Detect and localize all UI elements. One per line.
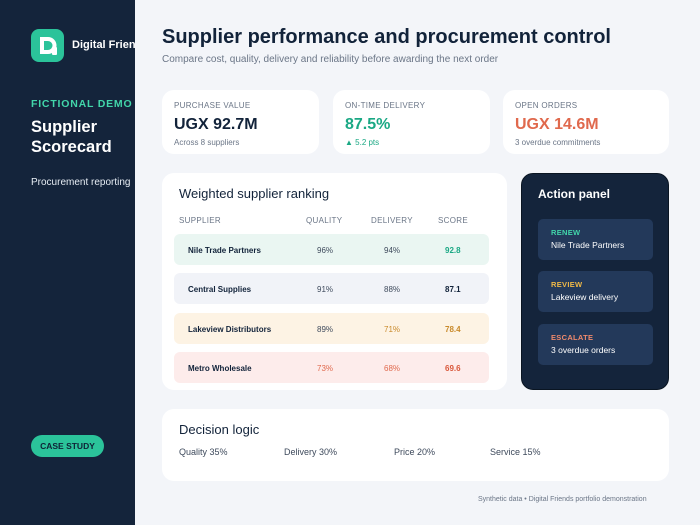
sidebar-title: Supplier Scorecard: [31, 118, 112, 156]
kpi-value: UGX 14.6M: [515, 116, 599, 133]
sidebar-subtitle: Procurement reporting: [31, 177, 131, 188]
table-row[interactable]: Central Supplies 91% 88% 87.1: [174, 273, 489, 304]
kpi-card-open-orders: OPEN ORDERS UGX 14.6M 3 overdue commitme…: [503, 90, 669, 154]
kpi-card-on-time-delivery: ON-TIME DELIVERY 87.5% ▲ 5.2 pts: [333, 90, 490, 154]
delivery-value: 94%: [384, 246, 401, 255]
delivery-value: 68%: [384, 364, 401, 373]
quality-value: 91%: [317, 285, 334, 294]
quality-value: 89%: [317, 325, 334, 334]
kpi-card-purchase-value: PURCHASE VALUE UGX 92.7M Across 8 suppli…: [162, 90, 319, 154]
kpi-value: 87.5%: [345, 116, 391, 133]
score-value: 78.4: [445, 325, 461, 334]
delivery-value: 88%: [384, 285, 401, 294]
decision-logic-card: Decision logic Quality 35% Delivery 30% …: [162, 409, 669, 481]
action-panel-title: Action panel: [538, 187, 611, 201]
kpi-label: OPEN ORDERS: [515, 101, 578, 110]
kpi-label: ON-TIME DELIVERY: [345, 101, 426, 110]
table-row[interactable]: Metro Wholesale 73% 68% 69.6: [174, 352, 489, 383]
score-value: 69.6: [445, 364, 461, 373]
column-header-quality: QUALITY: [306, 216, 343, 225]
kpi-note: Across 8 suppliers: [174, 138, 240, 147]
weight-price: Price 20%: [394, 447, 436, 457]
score-value: 87.1: [445, 285, 461, 294]
page-title: Supplier performance and procurement con…: [162, 26, 611, 48]
weight-service: Service 15%: [490, 447, 541, 457]
supplier-name: Lakeview Distributors: [188, 325, 272, 334]
action-kind: RENEW: [551, 228, 581, 237]
column-header-score: SCORE: [438, 216, 468, 225]
weight-delivery: Delivery 30%: [284, 447, 338, 457]
supplier-name: Central Supplies: [188, 285, 252, 294]
quality-value: 73%: [317, 364, 334, 373]
kpi-label: PURCHASE VALUE: [174, 101, 251, 110]
supplier-ranking-card: Weighted supplier ranking SUPPLIER QUALI…: [162, 173, 507, 390]
table-row[interactable]: Nile Trade Partners 96% 94% 92.8: [174, 234, 489, 265]
supplier-name: Nile Trade Partners: [188, 246, 261, 255]
action-kind: REVIEW: [551, 280, 583, 289]
demo-eyebrow: FICTIONAL DEMO: [31, 98, 133, 110]
kpi-trend-note: ▲ 5.2 pts: [345, 138, 380, 147]
decision-logic-title: Decision logic: [179, 422, 260, 437]
sidebar: Digital Friends FICTIONAL DEMO Supplier …: [0, 0, 135, 525]
column-header-delivery: DELIVERY: [371, 216, 413, 225]
action-panel: Action panel RENEW Nile Trade Partners R…: [521, 173, 669, 390]
d-logo-icon: [31, 29, 64, 62]
case-study-button[interactable]: CASE STUDY: [31, 435, 104, 457]
action-target: 3 overdue orders: [551, 345, 616, 355]
ranking-title: Weighted supplier ranking: [179, 186, 330, 201]
brand-name: Digital Friends: [72, 39, 135, 51]
column-header-supplier: SUPPLIER: [179, 216, 221, 225]
table-row[interactable]: Lakeview Distributors 89% 71% 78.4: [174, 313, 489, 344]
supplier-name: Metro Wholesale: [188, 364, 252, 373]
action-target: Nile Trade Partners: [551, 240, 625, 250]
kpi-value: UGX 92.7M: [174, 116, 258, 133]
weight-quality: Quality 35%: [179, 447, 228, 457]
footer-note: Synthetic data • Digital Friends portfol…: [478, 496, 647, 503]
action-item-renew[interactable]: RENEW Nile Trade Partners: [538, 219, 653, 260]
action-item-review[interactable]: REVIEW Lakeview delivery: [538, 271, 653, 312]
quality-value: 96%: [317, 246, 334, 255]
action-item-escalate[interactable]: ESCALATE 3 overdue orders: [538, 324, 653, 365]
action-target: Lakeview delivery: [551, 292, 619, 302]
page-subtitle: Compare cost, quality, delivery and reli…: [162, 54, 499, 65]
delivery-value: 71%: [384, 325, 401, 334]
kpi-note: 3 overdue commitments: [515, 138, 601, 147]
score-value: 92.8: [445, 246, 461, 255]
action-kind: ESCALATE: [551, 333, 594, 342]
